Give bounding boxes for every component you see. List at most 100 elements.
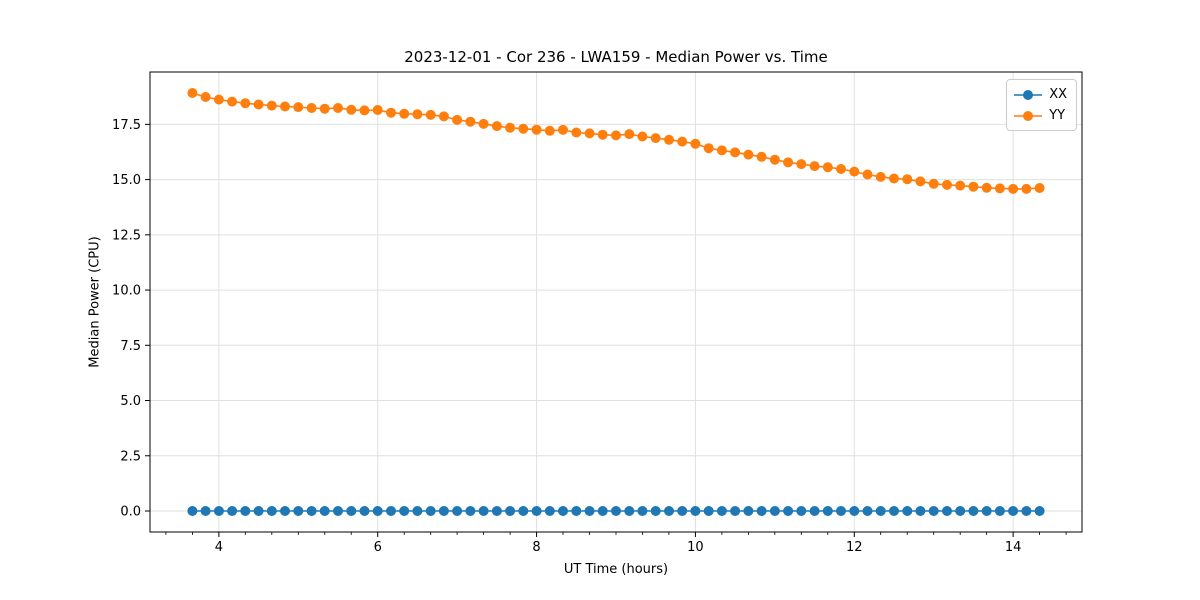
data-point-YY xyxy=(955,180,966,191)
legend-swatch-XX xyxy=(1014,89,1043,100)
data-point-YY xyxy=(1034,183,1045,193)
data-point-YY xyxy=(597,129,608,140)
data-point-XX xyxy=(756,506,767,516)
y-tick-label: 0.0 xyxy=(120,505,141,520)
axes-spines xyxy=(149,71,1083,533)
data-point-YY xyxy=(491,121,502,132)
data-point-YY xyxy=(213,94,224,105)
y-tick-label: 7.5 xyxy=(120,339,141,354)
data-point-XX xyxy=(703,506,714,516)
data-point-XX xyxy=(478,506,489,516)
data-point-YY xyxy=(796,159,807,170)
data-point-YY xyxy=(187,88,198,98)
y-tick-label: 10.0 xyxy=(112,284,141,299)
x-tick-label: 8 xyxy=(532,540,540,555)
data-point-YY xyxy=(399,108,410,119)
data-point-XX xyxy=(637,506,648,516)
data-point-YY xyxy=(544,125,555,136)
data-point-YY xyxy=(756,151,767,162)
data-point-XX xyxy=(981,506,992,516)
data-point-YY xyxy=(571,127,582,138)
data-point-XX xyxy=(730,506,741,516)
x-tick-label: 6 xyxy=(374,540,382,555)
data-point-XX xyxy=(306,506,317,516)
data-point-YY xyxy=(333,103,343,113)
data-point-XX xyxy=(372,506,383,516)
data-point-XX xyxy=(558,506,568,516)
chart-title: 2023-12-01 - Cor 236 - LWA159 - Median P… xyxy=(404,48,828,66)
data-point-XX xyxy=(889,506,899,516)
data-point-XX xyxy=(346,506,357,516)
data-point-XX xyxy=(994,506,1005,516)
data-point-XX xyxy=(465,506,476,516)
data-point-XX xyxy=(611,506,621,516)
data-point-XX xyxy=(677,506,688,516)
data-point-XX xyxy=(333,506,343,516)
data-point-YY xyxy=(743,149,754,160)
data-point-XX xyxy=(438,506,449,516)
data-point-YY xyxy=(624,129,635,140)
data-point-XX xyxy=(399,506,410,516)
data-point-XX xyxy=(187,506,198,516)
y-tick-label: 17.5 xyxy=(112,118,141,133)
data-point-XX xyxy=(1021,506,1032,516)
legend-label-YY: YY xyxy=(1049,108,1066,123)
data-point-YY xyxy=(346,104,357,115)
data-point-XX xyxy=(743,506,754,516)
data-point-YY xyxy=(531,124,542,135)
data-point-YY xyxy=(783,157,794,168)
data-point-YY xyxy=(928,178,939,189)
y-tick-label: 15.0 xyxy=(112,173,141,188)
data-point-XX xyxy=(716,506,727,516)
y-tick-label: 12.5 xyxy=(112,228,141,243)
data-point-XX xyxy=(531,506,542,516)
data-point-XX xyxy=(902,506,913,516)
data-point-YY xyxy=(677,136,688,147)
data-point-XX xyxy=(836,506,846,516)
data-point-YY xyxy=(836,164,846,174)
data-point-XX xyxy=(518,506,529,516)
data-point-YY xyxy=(465,116,476,127)
data-point-XX xyxy=(690,506,701,516)
data-point-XX xyxy=(849,506,860,516)
legend: XX YY xyxy=(1006,79,1077,131)
data-point-YY xyxy=(227,96,238,107)
series-line-YY xyxy=(192,92,1040,190)
data-point-XX xyxy=(664,506,674,516)
data-point-YY xyxy=(809,161,820,172)
data-point-XX xyxy=(280,506,290,516)
data-point-XX xyxy=(783,506,794,516)
data-point-YY xyxy=(730,147,741,158)
x-tick-label: 10 xyxy=(687,540,704,555)
data-point-XX xyxy=(544,506,555,516)
data-point-YY xyxy=(425,109,436,120)
data-point-XX xyxy=(1034,506,1045,516)
data-point-YY xyxy=(359,105,370,116)
data-point-XX xyxy=(809,506,820,516)
data-point-YY xyxy=(558,124,568,135)
data-point-YY xyxy=(200,92,211,102)
data-point-XX xyxy=(1008,506,1019,516)
data-point-YY xyxy=(1021,183,1032,194)
data-point-YY xyxy=(438,111,449,122)
data-point-XX xyxy=(253,506,264,516)
data-point-XX xyxy=(862,506,873,516)
data-point-XX xyxy=(624,506,635,516)
data-point-XX xyxy=(942,506,952,516)
data-point-YY xyxy=(650,133,661,144)
data-point-YY xyxy=(875,171,886,182)
y-tick-label: 2.5 xyxy=(120,449,141,464)
data-point-XX xyxy=(213,506,224,516)
data-point-XX xyxy=(359,506,370,516)
data-point-XX xyxy=(505,506,516,516)
data-point-YY xyxy=(902,174,913,185)
data-point-XX xyxy=(769,506,780,516)
data-point-XX xyxy=(584,506,595,516)
data-point-XX xyxy=(968,506,979,516)
data-point-YY xyxy=(769,154,780,165)
data-point-YY xyxy=(915,176,926,187)
legend-item-YY: YY xyxy=(1014,106,1067,125)
data-point-YY xyxy=(266,100,277,111)
data-point-YY xyxy=(716,145,727,156)
